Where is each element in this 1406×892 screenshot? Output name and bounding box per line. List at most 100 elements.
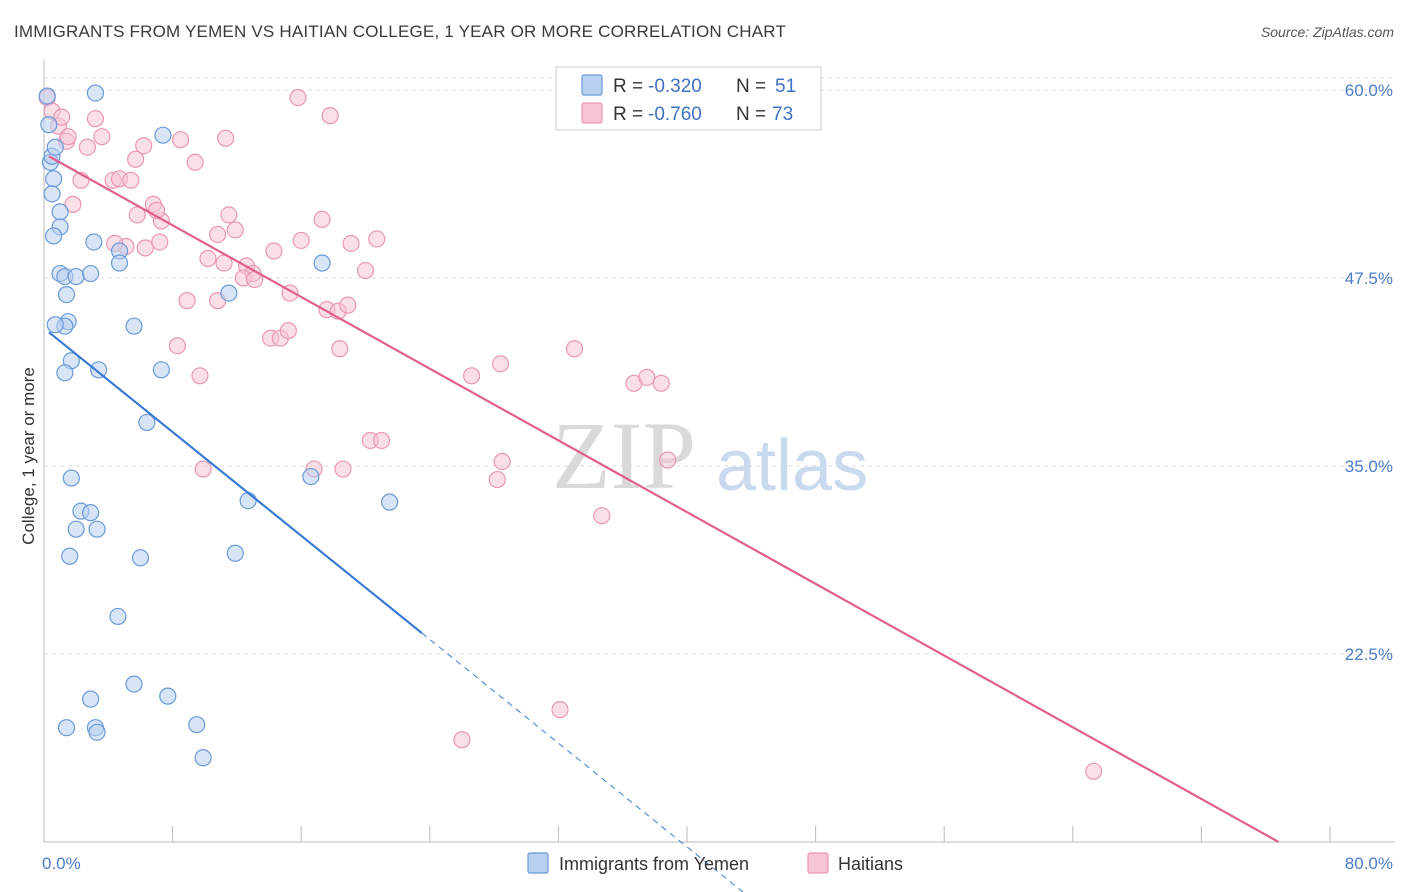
yemen-point-41 [226,544,244,562]
legend-n-value-haitians: 73 [772,104,793,125]
haitians-point-7 [64,195,82,213]
trend-lines [48,155,1280,892]
haitians-point-9 [78,138,97,156]
yemen-point-47 [88,723,106,741]
haitians-point-31 [226,221,244,239]
yemen-point-21 [220,284,238,302]
haitians-point-19 [128,206,146,224]
yemen-point-36 [302,467,320,486]
legend-swatch-haitians [581,102,603,124]
grid-lines [44,77,1395,655]
haitians-point-27 [289,88,307,107]
haitians-point-42 [368,230,386,248]
yemen-point-34 [67,520,85,538]
x-tick-label-max: 80.0% [1345,854,1393,873]
haitians-point-49 [339,296,357,314]
haitians-point-61 [652,374,670,392]
y-tick-label-3: 60.0% [1345,81,1393,100]
yemen-point-27 [56,364,74,382]
yemen-point-15 [85,233,103,251]
haitians-point-36 [265,242,283,260]
haitians-point-14 [122,171,140,189]
haitians-point-25 [186,153,204,171]
haitians-point-3 [53,108,71,126]
haitians-point-70 [593,507,611,525]
haitians-point-6 [86,110,105,128]
haitians-point-64 [194,460,212,478]
bottom-legend-swatch-haitians [807,852,829,874]
tick-labels: 22.5% 35.0% 47.5% 60.0% 0.0% 80.0% [42,81,1393,873]
bottom-legend-label-haitians: Haitians [838,854,903,874]
haitians-point-73 [1085,762,1103,780]
yemen-point-43 [125,675,143,693]
haitians-point-26 [217,129,235,147]
haitians-point-45 [178,292,196,310]
series-legend: Immigrants from Yemen Haitians [527,852,903,874]
legend-n-label: N = [736,104,766,125]
haitians-point-22 [136,239,154,257]
x-tick-label-min: 0.0% [42,854,81,873]
yemen-point-0 [38,87,56,105]
haitians-point-57 [565,340,584,358]
correlation-legend: R = -0.320 N = 51 R = -0.760 N = 73 [555,66,822,131]
haitians-point-67 [493,452,511,471]
yemen-point-17 [110,254,129,272]
haitians-point-24 [172,131,190,149]
bottom-legend-swatch-yemen [527,852,549,874]
yemen-point-40 [131,549,150,567]
haitians-point-56 [491,355,510,373]
haitians-point-63 [372,431,391,450]
yemen-point-35 [88,520,106,538]
yemen-point-44 [159,687,177,705]
haitians-point-72 [453,731,471,749]
yemen-point-28 [90,361,108,379]
haitians-point-40 [313,210,331,229]
legend-n-label: N = [736,76,766,97]
legend-r-value-haitians: -0.760 [648,104,702,125]
yemen-point-42 [109,607,127,626]
haitians-point-58 [462,367,481,385]
y-tick-label-1: 35.0% [1345,457,1393,476]
yemen-point-18 [86,84,105,102]
legend-n-value-yemen: 51 [775,76,796,97]
series-yemen-points [38,84,399,767]
yemen-point-48 [188,716,206,734]
yemen-point-38 [381,493,399,511]
legend-swatch-yemen [581,74,603,96]
haitians-point-13 [127,150,145,168]
legend-r-value-yemen: -0.320 [648,76,702,97]
watermark-atlas: atlas [716,426,868,506]
haitians-point-10 [93,128,111,146]
haitians-point-23 [151,233,169,251]
yemen-point-49 [194,749,212,767]
chart-source: Source: ZipAtlas.com [1260,24,1394,40]
yemen-point-31 [62,469,80,487]
haitians-point-5 [59,128,77,146]
haitians-trend-line [48,155,1280,843]
legend-r-label: R = [613,104,643,125]
haitians-point-69 [659,451,677,469]
yemen-point-20 [313,254,331,272]
legend-row-haitians: R = -0.760 N = 73 [581,102,793,125]
haitians-point-68 [488,470,506,489]
yemen-point-1 [40,116,58,134]
haitians-point-55 [191,367,209,385]
legend-row-yemen: R = -0.320 N = 51 [581,74,796,97]
yemen-point-4 [45,170,63,188]
chart-title: IMMIGRANTS FROM YEMEN VS HAITIAN COLLEGE… [14,22,787,41]
legend-r-label: R = [613,76,643,97]
yemen-point-14 [82,264,100,283]
yemen-point-6 [46,138,64,156]
bottom-legend-label-yemen: Immigrants from Yemen [559,854,749,874]
y-tick-label-2: 47.5% [1345,269,1393,288]
yemen-point-37 [239,492,257,510]
yemen-point-19 [154,126,172,144]
yemen-point-45 [57,719,76,737]
haitians-point-60 [638,368,656,386]
yemen-point-30 [138,413,156,432]
yemen-point-50 [82,690,100,708]
yemen-point-7 [51,203,69,221]
y-axis-label: College, 1 year or more [19,367,38,545]
haitians-point-43 [356,261,375,280]
